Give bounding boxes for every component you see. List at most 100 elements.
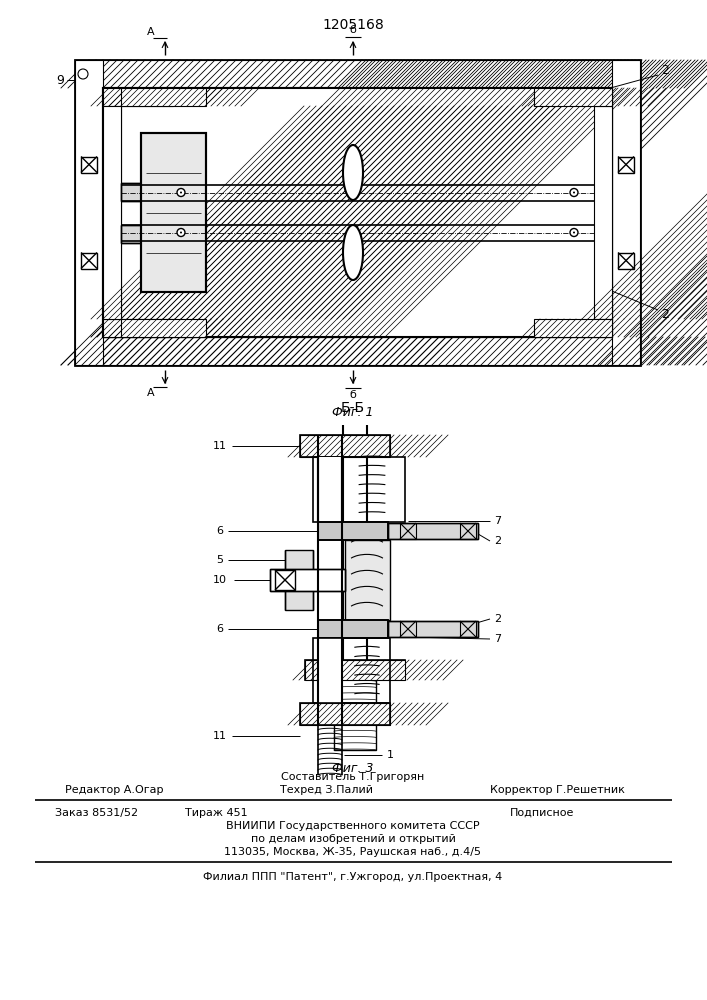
Bar xyxy=(318,457,342,522)
Bar xyxy=(103,88,121,337)
Bar xyxy=(121,88,206,106)
Bar xyxy=(318,638,343,703)
Text: 2: 2 xyxy=(494,536,501,546)
Text: 1205168: 1205168 xyxy=(322,18,384,32)
Bar xyxy=(313,638,390,703)
FancyBboxPatch shape xyxy=(103,88,612,337)
Ellipse shape xyxy=(343,145,363,200)
Bar xyxy=(103,88,612,337)
Circle shape xyxy=(78,69,88,79)
Text: Корректор Г.Решетник: Корректор Г.Решетник xyxy=(490,785,625,795)
Bar xyxy=(318,620,388,638)
Bar xyxy=(534,319,612,337)
Text: 11: 11 xyxy=(213,441,227,451)
Bar xyxy=(313,457,405,522)
Bar xyxy=(318,522,388,540)
Bar xyxy=(388,621,478,637)
Bar xyxy=(103,88,173,106)
Bar xyxy=(121,319,206,337)
Bar xyxy=(81,156,97,172)
Bar xyxy=(612,60,640,365)
Bar xyxy=(300,435,390,457)
Text: Филиал ППП "Патент", г.Ужгород, ул.Проектная, 4: Филиал ППП "Патент", г.Ужгород, ул.Проек… xyxy=(204,872,503,882)
Bar xyxy=(270,569,345,591)
Bar xyxy=(300,435,390,457)
Bar xyxy=(594,106,612,319)
Text: Заказ 8531/52: Заказ 8531/52 xyxy=(55,808,138,818)
Bar xyxy=(345,540,390,620)
Bar xyxy=(334,675,376,750)
Text: 2: 2 xyxy=(661,64,669,77)
Circle shape xyxy=(177,188,185,196)
Text: 11: 11 xyxy=(213,731,227,741)
Bar xyxy=(121,88,206,106)
Circle shape xyxy=(573,192,575,194)
Circle shape xyxy=(570,229,578,236)
Circle shape xyxy=(573,232,575,233)
Text: 113035, Москва, Ж-35, Раушская наб., д.4/5: 113035, Москва, Ж-35, Раушская наб., д.4… xyxy=(225,847,481,857)
Text: по делам изобретений и открытий: по делам изобретений и открытий xyxy=(250,834,455,844)
Text: 2: 2 xyxy=(661,308,669,322)
Text: 2: 2 xyxy=(494,614,501,624)
Bar xyxy=(400,523,416,539)
Ellipse shape xyxy=(343,225,363,280)
Bar xyxy=(388,523,478,539)
Bar xyxy=(103,319,173,337)
Bar xyxy=(305,660,405,680)
Bar xyxy=(270,569,345,591)
Bar xyxy=(75,60,103,365)
Text: ВНИИПИ Государственного комитета СССР: ВНИИПИ Государственного комитета СССР xyxy=(226,821,480,831)
Bar xyxy=(534,88,612,106)
Text: Фиг. 1: Фиг. 1 xyxy=(332,406,374,420)
Bar xyxy=(141,133,206,292)
Bar xyxy=(318,522,388,540)
Bar xyxy=(388,523,478,539)
Bar xyxy=(300,703,390,725)
Text: 6: 6 xyxy=(216,624,223,634)
Bar xyxy=(388,621,478,637)
Bar xyxy=(75,60,640,88)
Bar xyxy=(103,319,173,337)
Bar xyxy=(75,60,640,365)
Text: Фиг. 3: Фиг. 3 xyxy=(332,762,374,774)
Text: Редактор А.Огар: Редактор А.Огар xyxy=(65,785,163,795)
Bar xyxy=(121,182,171,200)
Bar xyxy=(141,133,206,292)
Bar xyxy=(121,225,171,242)
Bar xyxy=(594,106,612,319)
Text: б: б xyxy=(349,390,356,400)
Bar xyxy=(275,570,295,590)
Bar xyxy=(305,660,405,680)
Text: А: А xyxy=(147,388,155,398)
Text: Составитель Т.Григорян: Составитель Т.Григорян xyxy=(281,772,425,782)
Text: 7: 7 xyxy=(494,634,501,644)
Bar xyxy=(318,620,388,638)
Bar xyxy=(460,523,476,539)
Bar xyxy=(75,337,640,365)
Bar xyxy=(200,405,600,770)
Text: б: б xyxy=(349,25,356,35)
Bar xyxy=(81,252,97,268)
Bar xyxy=(300,703,390,725)
Text: 9: 9 xyxy=(56,74,64,87)
Bar xyxy=(460,621,476,637)
Bar xyxy=(618,156,634,172)
Bar xyxy=(103,88,121,337)
Text: Тираж 451: Тираж 451 xyxy=(185,808,247,818)
Bar xyxy=(618,252,634,268)
Bar xyxy=(75,337,640,365)
Circle shape xyxy=(180,232,182,233)
Bar xyxy=(121,225,171,242)
Circle shape xyxy=(570,188,578,196)
Text: Техред З.Палий: Техред З.Палий xyxy=(280,785,373,795)
Bar xyxy=(534,88,612,106)
Text: Подписное: Подписное xyxy=(510,808,574,818)
Bar xyxy=(75,60,103,365)
Text: А: А xyxy=(147,27,155,37)
Bar xyxy=(534,319,612,337)
Circle shape xyxy=(177,229,185,236)
Text: 1: 1 xyxy=(387,750,394,760)
Bar xyxy=(612,60,640,365)
Bar xyxy=(400,621,416,637)
Text: 6: 6 xyxy=(216,526,223,536)
